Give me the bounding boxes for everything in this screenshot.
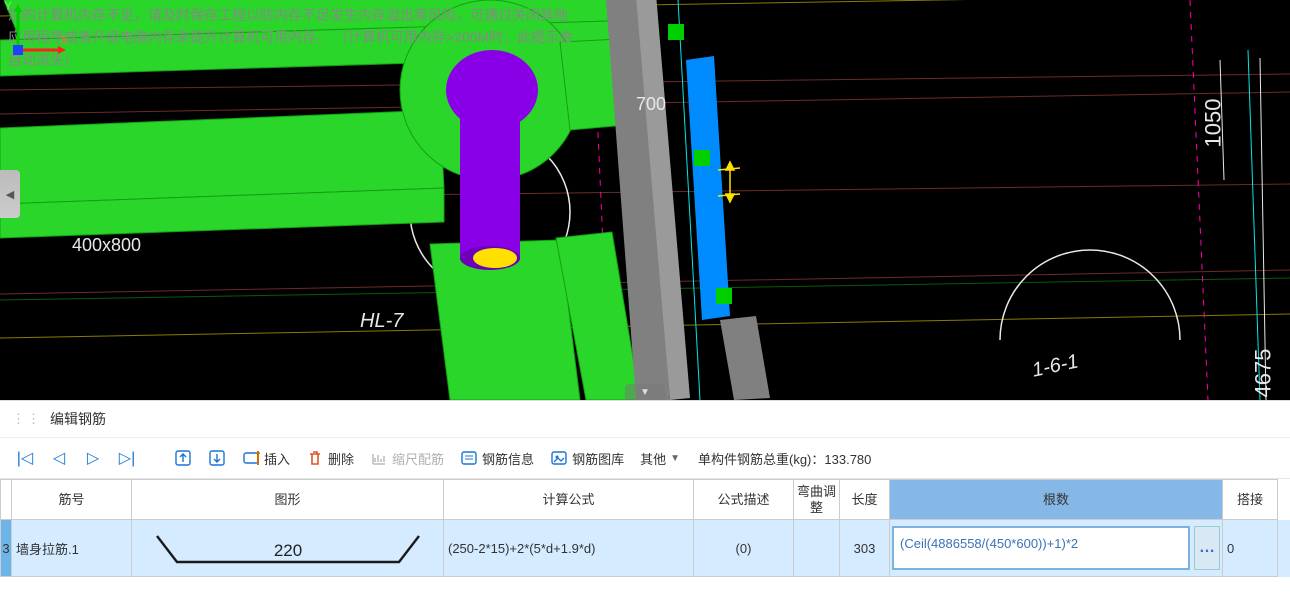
chevron-down-icon: ▼: [670, 453, 680, 464]
delete-label: 删除: [328, 449, 354, 468]
model-viewport[interactable]: 您的计算机内存不足，请及时保存工程以防内存不足发生内存溢出等风险，可通过关闭其他…: [0, 0, 1290, 400]
rebar-gallery-button[interactable]: 钢筋图库: [544, 446, 630, 471]
gallery-label: 钢筋图库: [572, 449, 624, 468]
cell-bend[interactable]: [794, 520, 840, 577]
scale-icon: [370, 449, 388, 467]
memory-warning-text: 您的计算机内存不足，请及时保存工程以防内存不足发生内存溢出等风险，可通过关闭其他…: [8, 4, 578, 71]
import-down-button[interactable]: [202, 444, 232, 472]
panel-toolbar: |◁ ◁ ▷ ▷| 插入 删除 缩尺配筋 钢筋信息 钢筋图库: [0, 438, 1290, 479]
cell-length[interactable]: 303: [840, 520, 890, 577]
svg-text:X: X: [60, 33, 68, 47]
bottom-expand-handle[interactable]: ▼: [625, 384, 665, 400]
col-name: 筋号: [12, 479, 132, 520]
col-idx: [0, 479, 12, 520]
insert-icon: [242, 449, 260, 467]
count-picker-button[interactable]: …: [1194, 526, 1220, 570]
left-collapse-handle[interactable]: ◀: [0, 170, 20, 218]
nav-next-button[interactable]: ▷: [78, 444, 108, 472]
total-weight-value: 133.780: [824, 452, 871, 467]
dimension-4675: 4675: [1251, 349, 1277, 398]
svg-text:Y: Y: [4, 0, 12, 13]
cell-lap[interactable]: 0: [1223, 520, 1278, 577]
cell-name[interactable]: 墙身拉筋.1: [12, 520, 132, 577]
other-dropdown[interactable]: 其他 ▼: [634, 446, 686, 471]
scale-rebar-button: 缩尺配筋: [364, 446, 450, 471]
count-formula-input[interactable]: (Ceil(4886558/(450*600))+1)*2: [892, 526, 1190, 570]
total-weight: 单构件钢筋总重(kg)：133.780: [698, 449, 871, 468]
rebar-info-button[interactable]: 钢筋信息: [454, 446, 540, 471]
export-up-button[interactable]: [168, 444, 198, 472]
gallery-icon: [550, 449, 568, 467]
svg-text:220: 220: [273, 541, 301, 560]
table-header-row: 筋号 图形 计算公式 公式描述 弯曲调整 长度 根数 搭接: [0, 479, 1290, 520]
dimension-400x800: 400x800: [72, 235, 141, 256]
cell-formula[interactable]: (250-2*15)+2*(5*d+1.9*d): [444, 520, 694, 577]
dimension-700: 700: [636, 94, 666, 115]
col-length: 长度: [840, 479, 890, 520]
delete-icon: [306, 449, 324, 467]
col-count[interactable]: 根数: [890, 479, 1223, 520]
nav-first-button[interactable]: |◁: [10, 444, 40, 472]
cell-count[interactable]: (Ceil(4886558/(450*600))+1)*2 …: [890, 520, 1223, 577]
insert-button[interactable]: 插入: [236, 446, 296, 471]
col-lap: 搭接: [1223, 479, 1278, 520]
dimension-1050: 1050: [1201, 99, 1227, 148]
row-index[interactable]: 3: [0, 520, 12, 577]
rebar-table: 筋号 图形 计算公式 公式描述 弯曲调整 长度 根数 搭接 3 墙身拉筋.1 2…: [0, 479, 1290, 577]
panel-grip-icon[interactable]: ⋮⋮: [12, 411, 42, 427]
panel-title: 编辑钢筋: [50, 409, 106, 429]
nav-prev-button[interactable]: ◁: [44, 444, 74, 472]
cell-desc[interactable]: (0): [694, 520, 794, 577]
col-shape: 图形: [132, 479, 444, 520]
delete-button[interactable]: 删除: [300, 446, 360, 471]
nav-last-button[interactable]: ▷|: [112, 444, 142, 472]
info-label: 钢筋信息: [482, 449, 534, 468]
axis-gizmo: X Y: [0, 0, 70, 70]
rebar-edit-panel: ⋮⋮ 编辑钢筋 |◁ ◁ ▷ ▷| 插入 删除 缩尺配筋 钢筋信息: [0, 400, 1290, 577]
cell-shape[interactable]: 220: [132, 520, 444, 577]
col-desc: 公式描述: [694, 479, 794, 520]
other-label: 其他: [640, 449, 666, 468]
info-icon: [460, 449, 478, 467]
col-bend: 弯曲调整: [794, 479, 840, 520]
total-weight-label: 单构件钢筋总重(kg)：: [698, 452, 824, 467]
rebar-shape-icon: 220: [143, 526, 433, 570]
panel-header[interactable]: ⋮⋮ 编辑钢筋: [0, 401, 1290, 438]
label-hl7: HL-7: [360, 310, 403, 333]
insert-label: 插入: [264, 449, 290, 468]
col-formula: 计算公式: [444, 479, 694, 520]
table-row[interactable]: 3 墙身拉筋.1 220 (250-2*15)+2*(5*d+1.9*d) (0…: [0, 520, 1290, 577]
scale-label: 缩尺配筋: [392, 449, 444, 468]
